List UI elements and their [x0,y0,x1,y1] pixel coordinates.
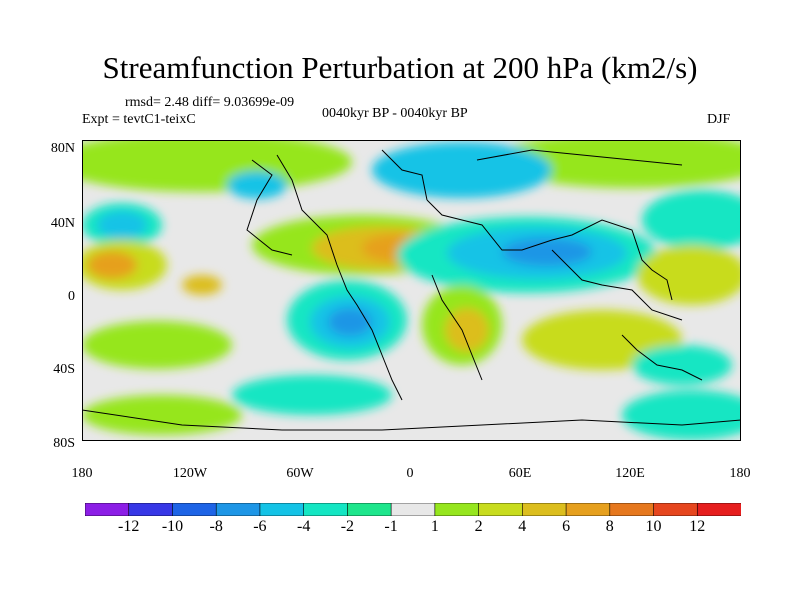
colorbar-tick-label: 10 [645,518,662,535]
colorbar-swatch [303,503,348,516]
colorbar-tick-label: -12 [118,518,140,535]
map-border [82,140,741,441]
colorbar-swatch [259,503,305,516]
colorbar-swatch [390,503,436,516]
coastlines [82,149,741,431]
colorbar-swatch [434,503,480,516]
lon-label-0: 0 [406,466,414,481]
colorbar-tick-label: -4 [297,518,311,535]
rmsd-stats: rmsd= 2.48 diff= 9.03699e-09 [125,95,295,110]
colorbar-swatch [128,503,174,516]
period-label: 0040kyr BP - 0040kyr BP [322,106,468,121]
experiment-label: Expt = tevtC1-teixC [82,112,196,127]
lon-label-60w: 60W [286,466,314,481]
colorbar-swatch [172,503,217,516]
lat-label-0: 0 [68,289,75,304]
lon-label-180w: 180 [71,466,93,481]
colorbar-tick-label: -10 [161,518,184,535]
colorbar-tick-label: -1 [384,518,398,535]
streamfunction-map [82,140,741,441]
colorbar-swatch [696,503,741,516]
colorbar-tick-label: -6 [253,518,267,535]
colorbar-swatch [565,503,611,516]
lon-label-180e: 180 [729,466,751,481]
lon-label-120w: 120W [172,466,208,481]
lat-label-40s: 40S [53,362,75,377]
lat-label-80s: 80S [53,436,75,451]
lon-label-60e: 60E [508,466,532,481]
lon-label-120e: 120E [615,466,645,481]
colorbar-swatch [653,503,698,516]
colorbar-swatch [215,503,261,516]
lat-label-40n: 40N [50,216,75,231]
colorbar-tick-label: -2 [340,518,355,535]
colorbar-tick-label: 2 [474,518,483,535]
lat-label-80n: 80N [50,141,75,156]
season-label: DJF [707,112,731,127]
colorbar-swatch [522,503,567,516]
plot-title: Streamfunction Perturbation at 200 hPa (… [102,50,698,85]
colorbar-swatch [609,503,655,516]
colorbar-swatch [478,503,523,516]
colorbar-swatch [85,503,130,516]
colorbar-tick-label: 1 [430,518,439,535]
colorbar-tick-label: -8 [209,518,223,535]
colorbar [85,503,741,516]
colorbar-tick-label: 8 [605,518,614,535]
colorbar-swatch [347,503,392,516]
colorbar-tick-label: 12 [689,518,706,535]
colorbar-tick-label: 4 [518,518,527,535]
colorbar-tick-label: 6 [562,518,571,535]
